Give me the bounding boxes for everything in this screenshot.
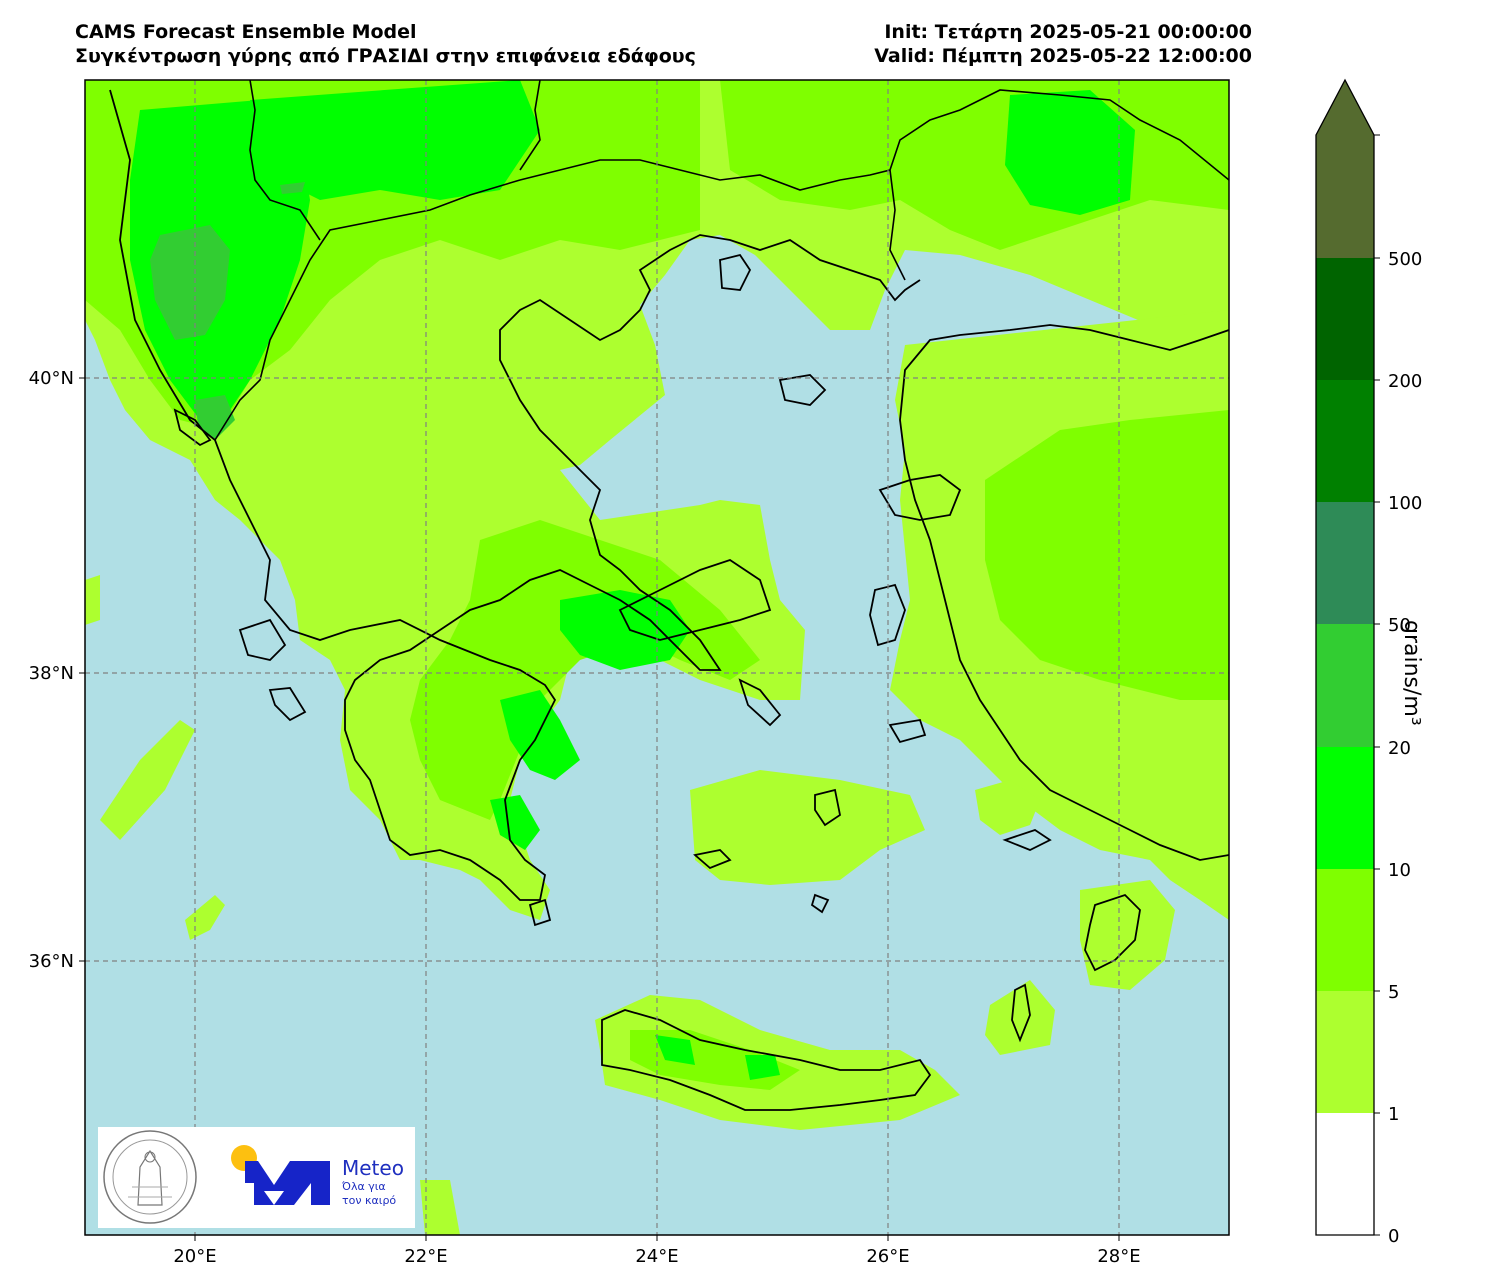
land-patch-ionian-1 xyxy=(100,720,195,840)
colorbar-segment-200-500 xyxy=(1316,258,1374,380)
band-10-20-thrace xyxy=(1005,90,1135,215)
land-dodecanese xyxy=(975,780,1040,835)
product-description: Συγκέντρωση γύρης από ΓΡΑΣΙΔΙ στην επιφά… xyxy=(75,45,696,67)
land-mainland xyxy=(85,80,1229,920)
lat-tick-label: 38°N xyxy=(29,663,74,684)
border-thrace xyxy=(889,169,906,281)
coastline-karpathos xyxy=(1011,983,1031,1043)
colorbar-segment-5-10 xyxy=(1316,869,1374,991)
colorbar: 0 1 5 10 20 50 100 200 500 xyxy=(1315,78,1422,1247)
meteo-tagline-line1: Όλα για xyxy=(342,1180,386,1193)
band-10-20-crete-east xyxy=(745,1055,780,1080)
map-area xyxy=(85,80,1229,1235)
band-10-20-north xyxy=(250,80,540,200)
land-patch-ionian-3 xyxy=(85,575,100,625)
band-5-10-anatolia xyxy=(985,410,1229,700)
coastlines xyxy=(109,89,1229,1111)
coastline-naxos xyxy=(814,788,842,827)
colorbar-segment-50-100 xyxy=(1316,502,1374,624)
gridlines xyxy=(85,80,1229,1235)
meteo-logo-icon xyxy=(231,1145,330,1205)
model-title: CAMS Forecast Ensemble Model xyxy=(75,21,417,43)
land-rhodes xyxy=(1080,880,1175,990)
coastline-santorini xyxy=(810,893,830,914)
coastline-lesvos xyxy=(878,474,962,521)
band-20-50-epirus xyxy=(195,395,235,440)
country-borders xyxy=(214,80,1229,441)
coastline-rhodes xyxy=(1084,893,1141,972)
colorbar-extend-arrow xyxy=(1316,80,1374,135)
coastline-zakynthos xyxy=(268,687,307,722)
band-5-10-central xyxy=(410,520,760,820)
colorbar-level-label: 100 xyxy=(1388,493,1422,514)
land-cyclades xyxy=(690,770,925,885)
init-time: Init: Τετάρτη 2025-05-21 00:00:00 xyxy=(884,21,1252,43)
colorbar-segment-20-50 xyxy=(1316,624,1374,747)
band-10-20-crete xyxy=(655,1035,695,1065)
band-10-20-arcadia xyxy=(500,690,580,780)
coastline-corfu xyxy=(173,408,212,447)
coastline-crete xyxy=(601,1009,932,1111)
lon-tick-label: 26°E xyxy=(866,1246,909,1267)
border-bulgaria xyxy=(519,80,541,171)
border-albania-north xyxy=(249,80,321,241)
colorbar-level-label: 500 xyxy=(1388,249,1422,270)
colorbar-segment-1-5 xyxy=(1316,991,1374,1113)
colorbar-level-label: 0 xyxy=(1388,1226,1399,1247)
coastline-chios xyxy=(869,583,906,647)
lon-tick-label: 20°E xyxy=(173,1246,216,1267)
colorbar-level-label: 200 xyxy=(1388,371,1422,392)
lat-tick-label: 36°N xyxy=(29,951,74,972)
meteo-tagline-line2: τον καιρό xyxy=(342,1194,397,1207)
colorbar-segment-500-plus xyxy=(1316,135,1374,258)
logo-graphics xyxy=(103,1130,330,1224)
border-greece-north xyxy=(214,159,891,441)
meteo-brand-name: Meteo xyxy=(342,1156,404,1180)
band-20-50-north xyxy=(280,182,305,194)
valid-time: Valid: Πέμπτη 2025-05-22 12:00:00 xyxy=(874,45,1252,67)
band-10-20-laconia xyxy=(490,795,540,850)
title-block-right: Init: Τετάρτη 2025-05-21 00:00:00 Valid:… xyxy=(780,20,1252,68)
coastline-mainland xyxy=(109,89,921,901)
logo-panel: Meteo Όλα για τον καιρό xyxy=(98,1127,415,1228)
colorbar-level-label: 10 xyxy=(1388,860,1411,881)
colorbar-segment-10-20 xyxy=(1316,747,1374,869)
lon-tick-label: 22°E xyxy=(404,1246,447,1267)
colorbar-outline xyxy=(1315,78,1375,1236)
lon-axis: 20°E 22°E 24°E 26°E 28°E xyxy=(173,1235,1141,1267)
coastline-kythira xyxy=(528,898,552,927)
lon-tick-label: 24°E xyxy=(635,1246,678,1267)
border-bulgaria-turkey xyxy=(889,89,1229,181)
coastline-thasos xyxy=(719,253,752,291)
coastline-milos xyxy=(693,849,732,870)
lat-axis: 36°N 38°N 40°N xyxy=(29,368,85,972)
colorbar-units-label: grains/m³ xyxy=(1399,620,1424,726)
observatory-seal-icon xyxy=(103,1130,197,1224)
colorbar-segment-0-1 xyxy=(1316,1113,1374,1235)
colorbar-level-label: 5 xyxy=(1388,982,1399,1003)
colorbar-level-label: 20 xyxy=(1388,738,1411,759)
coastline-euboea xyxy=(618,559,772,641)
colorbar-level-label: 1 xyxy=(1388,1104,1399,1125)
coastline-kos xyxy=(1002,829,1052,851)
coastline-lemnos xyxy=(778,374,827,406)
band-20-50-albania xyxy=(150,225,230,340)
land-patch-south xyxy=(420,1180,460,1235)
coastline-andros xyxy=(738,678,782,727)
coastline-samos xyxy=(888,718,927,744)
coastline-kefalonia xyxy=(238,618,287,661)
title-block-left: CAMS Forecast Ensemble Model Συγκέντρωση… xyxy=(75,20,696,68)
land-karpathos xyxy=(985,980,1055,1055)
colorbar-segment-100-200 xyxy=(1316,380,1374,502)
lon-tick-label: 28°E xyxy=(1097,1246,1140,1267)
colorbar-level-label: 50 xyxy=(1388,615,1411,636)
lat-tick-label: 40°N xyxy=(29,368,74,389)
